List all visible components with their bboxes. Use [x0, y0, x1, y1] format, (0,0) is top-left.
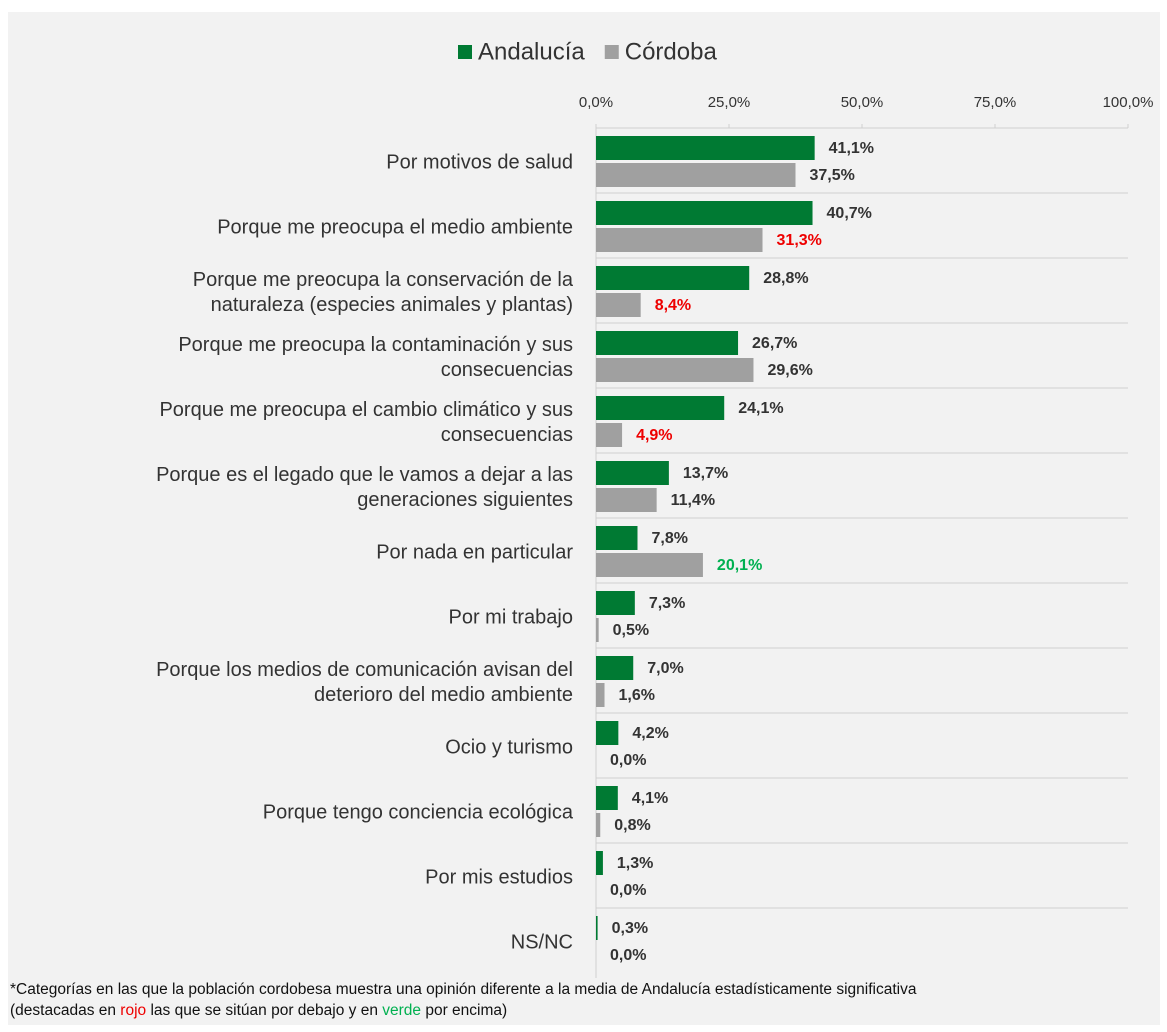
bar: [596, 331, 739, 355]
bar: [596, 591, 635, 615]
x-tick-label: 75,0%: [974, 94, 1017, 111]
footnote-text: verde: [382, 1002, 422, 1019]
bar: [596, 916, 598, 940]
x-tick-label: 50,0%: [841, 94, 884, 111]
footnote-line: (destacadas en rojo las que se sitúan po…: [10, 1000, 1160, 1021]
bar: [596, 163, 796, 187]
value-label: 0,0%: [610, 752, 646, 769]
bar: [596, 396, 725, 420]
value-label: 0,0%: [610, 947, 646, 964]
value-label: 11,4%: [671, 492, 715, 509]
category-label: Porque los medios de comunicación avisan…: [156, 658, 573, 706]
category-label: Porque me preocupa el cambio climático y…: [159, 398, 573, 446]
x-tick-label: 0,0%: [579, 94, 613, 111]
value-label: 1,3%: [617, 855, 653, 872]
legend-swatch: [604, 45, 619, 59]
legend-label: Córdoba: [625, 38, 718, 65]
category-label: NS/NC: [510, 931, 573, 953]
value-label: 0,0%: [610, 882, 646, 899]
bar: [596, 488, 657, 512]
bar: [596, 136, 815, 160]
value-label: 0,3%: [612, 920, 648, 937]
bar: [596, 721, 619, 745]
x-tick-label: 100,0%: [1103, 94, 1154, 111]
value-label: 29,6%: [767, 362, 812, 379]
value-label: 7,0%: [647, 660, 683, 677]
category-label: Porque me preocupa el medio ambiente: [217, 216, 573, 238]
legend-swatch: [458, 45, 472, 59]
value-label: 4,1%: [632, 790, 668, 807]
footnote-text: *Categorías en las que la población cord…: [10, 981, 917, 998]
value-label: 7,3%: [649, 595, 685, 612]
category-label: Por mi trabajo: [448, 606, 574, 628]
value-label: 4,9%: [636, 427, 672, 444]
bar: [596, 358, 754, 382]
category-label: Ocio y turismo: [445, 736, 573, 758]
bar: [596, 228, 763, 252]
category-label: Porque es el legado que le vamos a dejar…: [156, 463, 573, 511]
value-label: 0,5%: [613, 622, 649, 639]
footnote-text: las que se sitúan por debajo y en: [146, 1002, 383, 1019]
category-label: Por motivos de salud: [386, 151, 573, 173]
value-label: 37,5%: [810, 167, 855, 184]
bar: [596, 851, 603, 875]
value-label: 28,8%: [763, 270, 808, 287]
value-label: 13,7%: [683, 465, 728, 482]
value-label: 41,1%: [829, 140, 874, 157]
bar: [596, 786, 618, 810]
value-label: 1,6%: [619, 687, 655, 704]
value-label: 4,2%: [632, 725, 668, 742]
category-label: Por mis estudios: [425, 866, 573, 888]
footnote-text: rojo: [120, 1002, 147, 1019]
footnote-text: (destacadas en: [10, 1002, 121, 1019]
bar: [596, 683, 605, 707]
bar: [596, 553, 703, 577]
value-label: 40,7%: [827, 205, 872, 222]
value-label: 7,8%: [651, 530, 687, 547]
value-label: 31,3%: [777, 232, 822, 249]
category-label: Porque me preocupa la contaminación y su…: [178, 333, 573, 381]
value-label: 8,4%: [655, 297, 691, 314]
footnote: *Categorías en las que la población cord…: [10, 979, 1160, 1021]
bar: [596, 201, 813, 225]
legend-label: Andalucía: [478, 38, 585, 65]
value-label: 0,8%: [614, 817, 650, 834]
value-label: 26,7%: [752, 335, 797, 352]
bar: [596, 266, 750, 290]
bar: [596, 461, 669, 485]
x-tick-label: 25,0%: [708, 94, 751, 111]
bar: [596, 293, 641, 317]
bar: [596, 618, 599, 642]
bar: [596, 526, 638, 550]
value-label: 20,1%: [717, 557, 762, 574]
bar: [596, 423, 623, 447]
bar: [596, 813, 601, 837]
footnote-text: por encima): [421, 1002, 508, 1019]
bar: [596, 656, 634, 680]
category-label: Porque tengo conciencia ecológica: [262, 801, 573, 823]
category-label: Porque me preocupa la conservación de la…: [192, 268, 573, 316]
footnote-line: *Categorías en las que la población cord…: [10, 979, 1160, 1000]
value-label: 24,1%: [738, 400, 783, 417]
category-label: Por nada en particular: [376, 541, 573, 563]
